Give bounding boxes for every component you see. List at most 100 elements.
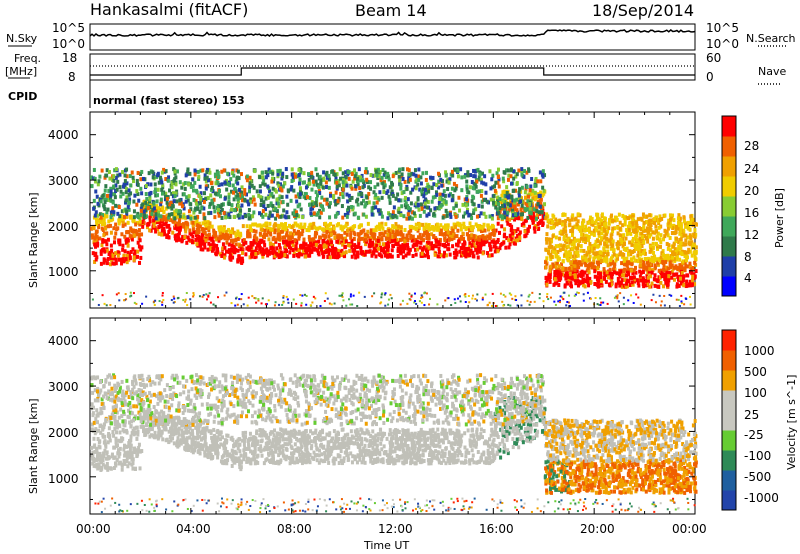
data-cell xyxy=(287,215,291,220)
data-cell xyxy=(566,271,570,276)
data-cell xyxy=(646,279,650,284)
data-cell xyxy=(112,226,116,231)
data-cell xyxy=(684,250,688,255)
data-cell xyxy=(454,186,458,191)
data-cell xyxy=(177,237,181,242)
data-cell xyxy=(574,293,577,296)
data-cell xyxy=(659,233,663,238)
data-cell xyxy=(467,252,471,257)
data-cell xyxy=(186,304,189,307)
data-cell xyxy=(342,225,346,230)
data-cell xyxy=(514,298,517,301)
data-cell xyxy=(401,299,404,302)
data-cell xyxy=(167,175,171,180)
data-cell xyxy=(202,212,206,217)
data-cell xyxy=(187,194,191,199)
data-cell xyxy=(675,224,679,229)
data-cell xyxy=(102,204,106,209)
data-cell xyxy=(308,181,312,186)
data-cell xyxy=(503,193,507,198)
data-cell xyxy=(608,218,612,223)
data-cell xyxy=(119,189,123,194)
data-cell xyxy=(124,198,128,203)
data-cell xyxy=(100,222,104,227)
data-cell xyxy=(525,204,529,209)
data-cell xyxy=(477,214,481,219)
data-cell xyxy=(391,215,395,220)
data-cell xyxy=(316,248,320,253)
data-cell xyxy=(411,244,415,249)
data-cell xyxy=(690,217,694,222)
data-cell xyxy=(670,263,674,268)
data-cell xyxy=(481,228,485,233)
data-cell xyxy=(478,225,482,230)
data-cell xyxy=(159,178,163,183)
data-cell xyxy=(377,197,381,202)
data-cell xyxy=(659,268,663,273)
data-cell xyxy=(520,212,524,217)
data-cell xyxy=(207,294,210,297)
data-cell xyxy=(578,228,582,233)
data-cell xyxy=(121,220,125,225)
data-cell xyxy=(605,259,609,264)
data-cell xyxy=(481,251,485,256)
data-cell xyxy=(582,219,586,224)
data-cell xyxy=(240,198,244,203)
data-cell xyxy=(145,295,148,298)
data-cell xyxy=(401,176,405,181)
data-cell xyxy=(334,190,338,195)
data-cell xyxy=(545,232,549,237)
data-cell xyxy=(464,249,468,254)
data-cell xyxy=(215,243,219,248)
data-cell xyxy=(523,190,527,195)
data-cell xyxy=(265,226,269,231)
data-cell xyxy=(511,188,515,193)
data-cell xyxy=(200,232,204,237)
data-cell xyxy=(327,185,331,190)
data-cell xyxy=(141,224,145,229)
data-cell xyxy=(549,256,553,261)
data-cell xyxy=(344,170,348,175)
data-cell xyxy=(95,213,99,218)
data-cell xyxy=(258,211,262,216)
data-cell xyxy=(512,198,516,203)
data-cell xyxy=(201,241,205,246)
data-cell xyxy=(659,304,662,307)
data-cell xyxy=(276,228,280,233)
data-cell xyxy=(411,210,415,215)
data-cell xyxy=(208,292,211,295)
data-cell xyxy=(148,197,152,202)
data-cell xyxy=(630,242,634,247)
data-cell xyxy=(400,204,404,209)
data-cell xyxy=(152,206,156,211)
data-cell xyxy=(220,208,224,213)
data-cell xyxy=(98,212,102,217)
data-cell xyxy=(222,168,226,173)
data-cell xyxy=(591,222,595,227)
data-cell xyxy=(357,192,361,197)
data-cell xyxy=(264,196,268,201)
data-cell xyxy=(678,267,682,272)
data-cell xyxy=(456,228,460,233)
data-cell xyxy=(474,207,478,212)
data-cell xyxy=(451,173,455,178)
data-cell xyxy=(572,260,576,265)
data-cell xyxy=(292,228,296,233)
data-cell xyxy=(365,177,369,182)
data-cell xyxy=(577,279,581,284)
data-cell xyxy=(356,215,360,220)
data-cell xyxy=(341,187,345,192)
data-cell xyxy=(152,223,156,228)
data-cell xyxy=(227,201,231,206)
data-cell xyxy=(549,225,553,230)
data-cell xyxy=(293,208,297,213)
data-cell xyxy=(380,175,384,180)
data-cell xyxy=(528,214,532,219)
data-cell xyxy=(674,239,678,244)
data-cell xyxy=(482,211,486,216)
data-cell xyxy=(617,280,621,285)
data-cell xyxy=(407,176,411,181)
data-cell xyxy=(662,272,666,277)
data-cell xyxy=(369,180,373,185)
data-cell xyxy=(584,255,588,260)
